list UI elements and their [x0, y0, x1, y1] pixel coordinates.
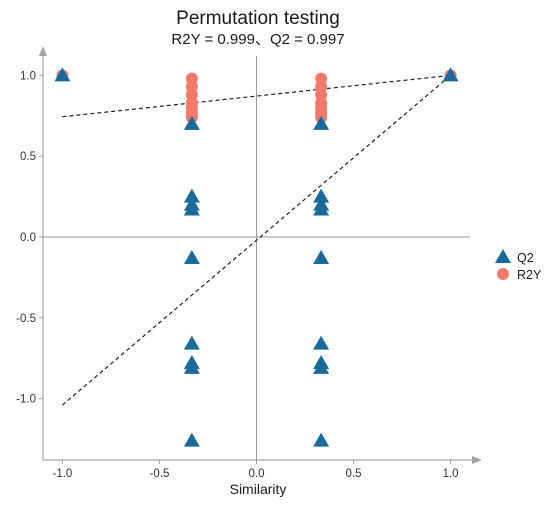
x-tick-label: 1.0 — [443, 468, 459, 480]
reference-lines — [43, 56, 470, 460]
q2-point — [313, 432, 330, 447]
q2-point — [313, 335, 330, 350]
q2-point — [313, 359, 330, 374]
legend-q2-label: Q2 — [517, 251, 534, 265]
axes: -1.0 -0.5 0.0 0.5 1.0 -1.0 -0.5 0.0 0.5 1.0 — [16, 46, 482, 480]
chart-subtitle: R2Y = 0.999、Q2 = 0.997 — [171, 31, 344, 48]
x-tick-label: -1.0 — [52, 468, 72, 480]
q2-point — [313, 115, 330, 130]
q2-point — [313, 188, 330, 203]
q2-point — [313, 201, 330, 216]
legend-r2y-marker — [497, 268, 509, 280]
data-points — [54, 67, 459, 447]
q2-point — [183, 432, 200, 447]
y-axis-arrow — [39, 46, 47, 56]
y-tick-label: 0.0 — [20, 232, 36, 244]
q2-point — [442, 67, 459, 82]
regression-lines — [62, 74, 451, 406]
q2-point — [183, 115, 200, 130]
chart-title: Permutation testing — [176, 8, 340, 29]
x-tick-label: 0.0 — [249, 468, 265, 480]
x-tick-label: -0.5 — [150, 468, 170, 480]
y-tick-label: 1.0 — [20, 70, 36, 82]
legend-r2y-label: R2Y — [517, 268, 542, 282]
q2-point — [183, 188, 200, 203]
x-tick-label: 0.5 — [346, 468, 362, 480]
q2-point — [183, 335, 200, 350]
y-tick-label: -0.5 — [16, 313, 36, 325]
q2-point — [183, 359, 200, 374]
x-axis-label: Similarity — [230, 481, 287, 497]
q2-point — [183, 250, 200, 264]
q2-regression-line — [62, 74, 451, 406]
legend-q2-marker — [495, 249, 511, 263]
q2-point — [183, 201, 200, 216]
y-tick-label: 0.5 — [20, 151, 36, 163]
q2-point — [54, 67, 71, 82]
q2-point — [313, 250, 330, 264]
x-axis-arrow — [472, 456, 482, 464]
r2y-regression-line — [62, 74, 451, 118]
y-tick-label: -1.0 — [16, 394, 36, 406]
